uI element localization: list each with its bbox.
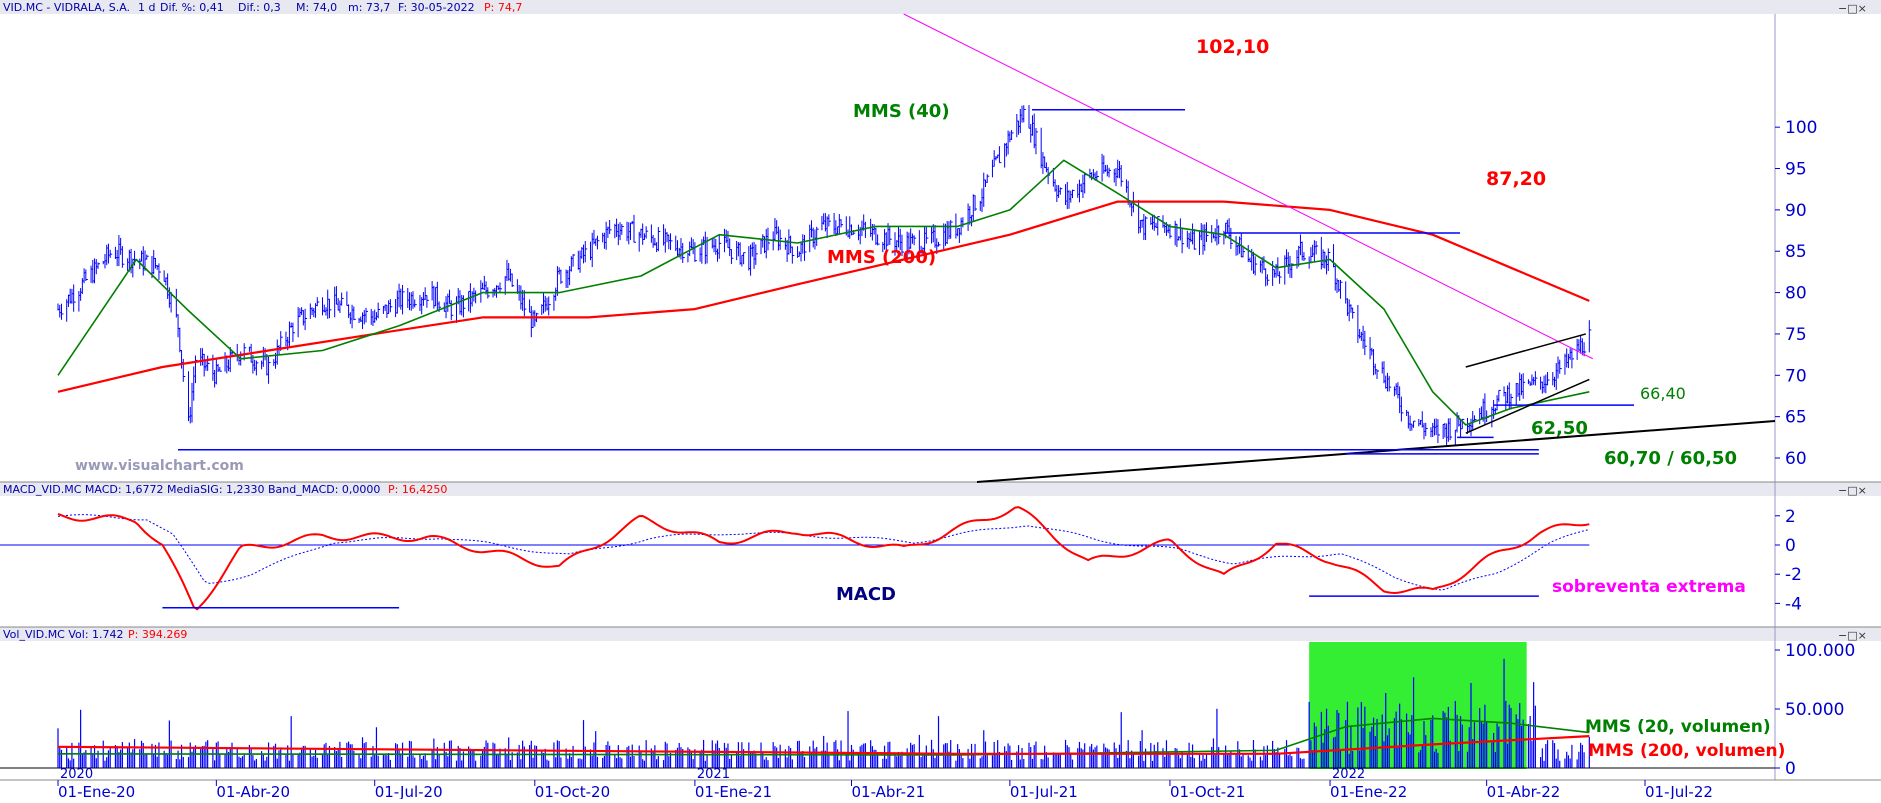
- macd-header: MACD_VID.MC MACD: 1,6772 MediaSIG: 1,233…: [3, 483, 380, 496]
- x-tick-label: 01-Jul-21: [1010, 783, 1078, 799]
- annotation-support-66: 66,40: [1640, 384, 1686, 403]
- annotation-support-62: 62,50: [1531, 418, 1588, 439]
- annotation-oversold: sobreventa extrema: [1552, 577, 1746, 597]
- channel-lower-line: [1465, 378, 1590, 434]
- price-header-close: P: 74,7: [484, 1, 522, 14]
- price-header-dif: Dif.: 0,3: [238, 1, 281, 14]
- price-y-tick-label: 70: [1785, 366, 1807, 386]
- watermark: www.visualchart.com: [75, 458, 244, 474]
- macd-y-tick-label: 0: [1785, 536, 1796, 556]
- volume-mms200-line: [57, 735, 1590, 755]
- price-layer: [57, 13, 1776, 483]
- price-y-tick-label: 95: [1785, 160, 1807, 180]
- x-year-label: 2020: [60, 767, 93, 782]
- macd-window-buttons[interactable]: −□×: [1838, 484, 1867, 497]
- price-header-date: F: 30-05-2022: [398, 1, 475, 14]
- x-tick-label: 01-Ene-22: [1330, 783, 1407, 799]
- volume-panel-header-bar: [0, 627, 1881, 641]
- x-tick-label: 01-Abr-22: [1487, 783, 1561, 799]
- annotation-lows: 60,70 / 60,50: [1604, 448, 1737, 469]
- x-tick-label: 01-Ene-20: [58, 783, 135, 799]
- x-tick-label: 01-Oct-21: [1170, 783, 1245, 799]
- price-panel-header-bar: [0, 0, 1881, 14]
- macd-y-tick-label: -2: [1785, 565, 1802, 585]
- x-tick-label: 01-Abr-20: [216, 783, 290, 799]
- macd-layer: [0, 506, 1590, 611]
- x-year-label: 2022: [1332, 767, 1365, 782]
- macd-y-tick-label: -4: [1785, 594, 1802, 614]
- annotation-macd: MACD: [836, 584, 896, 605]
- long-term-support-line: [976, 420, 1776, 483]
- price-y-tick-label: 90: [1785, 201, 1807, 221]
- macd-signal-line: [57, 514, 1588, 591]
- price-header-ticker: VID.MC - VIDRALA, S.A.: [3, 1, 130, 14]
- price-y-tick-label: 65: [1785, 408, 1807, 428]
- price-header-low: m: 73,7: [348, 1, 390, 14]
- price-y-tick-label: 60: [1785, 449, 1807, 469]
- x-tick-label: 01-Oct-20: [535, 783, 610, 799]
- axes-layer: 60 65 70 75 80 85 90 95 100 -4 -2 0 2 0 50.000 100.000 0…: [57, 118, 1855, 801]
- mms40-line: [57, 159, 1590, 426]
- downtrend-line: [903, 13, 1594, 360]
- volume-window-buttons[interactable]: −□×: [1838, 629, 1867, 642]
- price-header-period: 1 d: [138, 1, 155, 14]
- x-tick-label: 01-Abr-21: [852, 783, 926, 799]
- price-y-tick-label: 75: [1785, 325, 1807, 345]
- annotation-resistance: 87,20: [1486, 168, 1546, 190]
- mms200-line: [57, 200, 1590, 393]
- price-y-tick-label: 100: [1785, 118, 1817, 138]
- volume-y-tick-label: 100.000: [1785, 641, 1855, 661]
- volume-y-tick-label: 50.000: [1785, 700, 1844, 720]
- annotation-vol20: MMS (20, volumen): [1585, 717, 1771, 737]
- annotation-high: 102,10: [1196, 36, 1269, 58]
- price-window-buttons[interactable]: −□×: [1838, 2, 1867, 15]
- macd-header-p: P: 16,4250: [388, 483, 447, 496]
- volume-layer: [0, 658, 1775, 769]
- price-y-tick-label: 85: [1785, 242, 1807, 262]
- volume-header: Vol_VID.MC Vol: 1.742: [3, 628, 124, 641]
- annotation-mms200: MMS (200): [827, 247, 936, 268]
- annotation-vol200: MMS (200, volumen): [1588, 741, 1785, 761]
- volume-mms20-line: [57, 717, 1590, 756]
- macd-panel-header-bar: [0, 482, 1881, 496]
- x-tick-label: 01-Jul-20: [375, 783, 443, 799]
- volume-y-tick-label: 0: [1785, 759, 1796, 779]
- x-tick-label: 01-Jul-22: [1645, 783, 1713, 799]
- price-header-high: M: 74,0: [296, 1, 337, 14]
- x-tick-label: 01-Ene-21: [695, 783, 772, 799]
- macd-y-tick-label: 2: [1785, 507, 1796, 527]
- price-y-tick-label: 80: [1785, 284, 1807, 304]
- channel-upper-line: [1465, 333, 1587, 368]
- volume-header-p: P: 394.269: [128, 628, 187, 641]
- macd-line: [57, 506, 1590, 611]
- x-year-label: 2021: [697, 767, 730, 782]
- annotation-mms40: MMS (40): [853, 101, 950, 122]
- price-header-dif-pct: Dif. %: 0,41: [160, 1, 224, 14]
